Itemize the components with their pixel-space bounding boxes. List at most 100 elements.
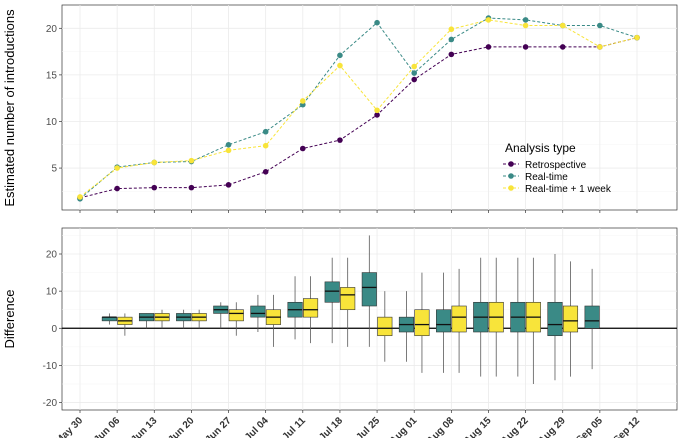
top-series-points — [77, 15, 640, 202]
data-point-realtime-week — [262, 142, 269, 149]
data-point-retrospective — [300, 145, 306, 152]
legend-label-realtime-week: Real-time + 1 week — [525, 184, 612, 195]
box-body — [250, 305, 266, 318]
top-y-axis-title: Estimated number of introductions — [2, 9, 17, 207]
data-point-realtime — [597, 22, 603, 29]
top-panel: 5 10 15 20 Estimated number of introduction… — [2, 4, 678, 211]
data-point-realtime-week — [188, 157, 195, 164]
data-point-realtime-week — [374, 107, 380, 114]
bottom-boxplots — [101, 235, 600, 384]
boxplot-realtime — [101, 313, 117, 325]
boxplot-realtime — [138, 313, 155, 329]
data-point-retrospective — [337, 137, 343, 143]
top-gridlines — [62, 5, 677, 210]
boxplot-realtime — [547, 254, 563, 381]
data-point-realtime-week — [485, 17, 492, 23]
data-point-retrospective — [485, 44, 492, 50]
data-point-retrospective — [374, 112, 380, 118]
top-y-axis: 5 10 15 20 — [46, 24, 62, 175]
top-y-tick-label: 20 — [46, 24, 58, 35]
top-y-tick-label: 5 — [51, 164, 57, 175]
box-body — [414, 309, 430, 337]
data-point-realtime — [522, 17, 529, 23]
boxplot-realtime — [398, 291, 415, 362]
box-body — [562, 305, 579, 333]
data-point-realtime — [262, 128, 269, 135]
bottom-y-axis: -20 -10 0 10 20 — [43, 250, 62, 409]
boxplot-realtime — [324, 257, 340, 344]
legend: Analysis type Retrospective Real-time Re… — [503, 141, 612, 195]
bottom-y-tick-label: 0 — [51, 324, 57, 335]
data-point-retrospective — [559, 44, 566, 50]
data-point-retrospective — [411, 76, 418, 83]
boxplot-realtime-week — [302, 276, 319, 344]
bottom-panel: -20 -10 0 10 20 Difference — [2, 227, 678, 411]
series-line-realtime — [79, 17, 638, 200]
data-point-realtime — [337, 52, 343, 59]
data-point-retrospective — [262, 168, 269, 175]
data-point-realtime-week — [597, 44, 603, 50]
legend-item-realtime-week: Real-time + 1 week — [503, 184, 612, 195]
box-body — [361, 272, 377, 307]
bottom-y-tick-label: -20 — [43, 398, 58, 409]
data-point-retrospective — [151, 184, 158, 191]
data-point-realtime-week — [300, 98, 306, 104]
box-body — [451, 305, 467, 333]
boxplot-realtime — [473, 257, 489, 377]
boxplot-realtime — [213, 302, 229, 329]
series-line-retrospective — [79, 37, 638, 199]
data-point-realtime — [225, 141, 232, 148]
legend-label-retrospective: Retrospective — [525, 160, 587, 171]
top-y-tick-label: 10 — [46, 117, 58, 128]
boxplot-realtime-week — [154, 309, 170, 329]
box-body — [302, 298, 319, 318]
boxplot-realtime — [176, 309, 192, 329]
data-point-realtime — [448, 36, 455, 43]
data-point-retrospective — [225, 182, 232, 188]
boxplot-realtime-week — [377, 291, 393, 362]
data-point-realtime-week — [225, 147, 232, 154]
bottom-y-axis-title: Difference — [2, 289, 17, 348]
data-point-realtime-week — [411, 63, 418, 70]
boxplot-realtime — [436, 272, 452, 373]
data-point-retrospective — [114, 185, 120, 192]
boxplot-realtime — [361, 235, 377, 347]
box-body — [228, 309, 244, 322]
legend-item-retrospective: Retrospective — [503, 160, 587, 171]
data-point-retrospective — [522, 44, 529, 50]
boxplot-realtime — [584, 268, 600, 370]
data-point-realtime-week — [337, 62, 343, 69]
data-point-retrospective — [448, 51, 455, 58]
data-point-retrospective — [188, 184, 195, 191]
boxplot-realtime-week — [562, 261, 579, 377]
legend-title: Analysis type — [505, 141, 576, 155]
legend-item-realtime: Real-time — [503, 172, 568, 183]
top-series-lines — [79, 17, 638, 200]
data-point-realtime-week — [151, 159, 158, 166]
legend-key-point-retrospective — [508, 161, 514, 167]
data-point-realtime-week — [114, 165, 120, 171]
data-point-realtime-week — [559, 22, 566, 29]
data-point-realtime — [411, 70, 418, 76]
boxplot-realtime-week — [191, 309, 207, 329]
boxplot-realtime-week — [414, 272, 430, 373]
series-line-realtime-week — [79, 19, 638, 198]
box-body — [584, 305, 600, 329]
data-point-realtime-week — [634, 34, 640, 41]
boxplot-realtime-week — [488, 257, 504, 377]
boxplot-realtime-week — [265, 294, 281, 347]
bottom-y-tick-label: 10 — [46, 287, 58, 298]
boxplot-realtime-week — [228, 302, 244, 336]
bottom-y-tick-label: -10 — [43, 361, 58, 372]
boxplot-realtime — [510, 257, 526, 377]
data-point-realtime-week — [448, 26, 455, 33]
legend-key-point-realtime-week — [508, 185, 514, 191]
data-point-realtime-week — [522, 22, 529, 29]
top-y-tick-label: 15 — [46, 70, 58, 81]
box-body — [436, 309, 452, 333]
data-point-realtime — [374, 19, 380, 26]
boxplot-realtime-week — [451, 268, 467, 373]
box-body — [547, 301, 563, 337]
box-body — [340, 287, 356, 311]
